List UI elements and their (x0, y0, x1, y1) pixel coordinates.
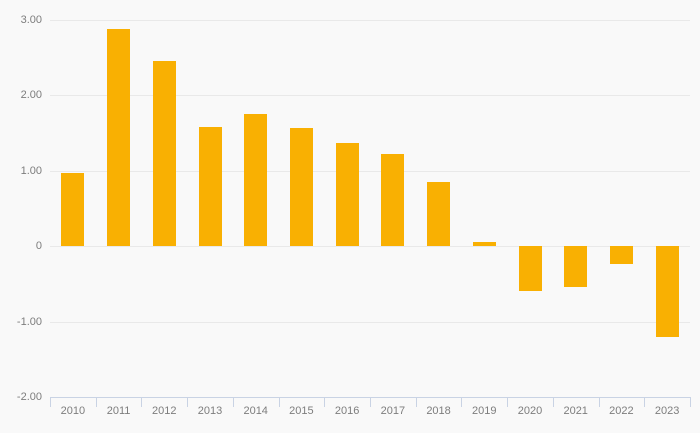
y-tick-label: 0 (35, 240, 42, 253)
x-tick-label-2018: 2018 (426, 405, 451, 417)
bar-2013[interactable] (198, 127, 222, 247)
x-tick-label-2010: 2010 (60, 405, 86, 417)
x-tick-label-2014: 2014 (243, 405, 268, 417)
x-axis-tick (415, 397, 417, 407)
x-axis-tick (690, 397, 691, 407)
x-axis-tick (370, 397, 371, 407)
bar-2015[interactable] (289, 127, 313, 247)
x-tick-label-2015: 2015 (289, 405, 314, 417)
x-tick-label-2021: 2021 (563, 405, 588, 417)
bar-2017[interactable] (381, 154, 405, 247)
x-tick-label-2011: 2011 (106, 405, 131, 417)
gridline (50, 95, 690, 97)
gridline (50, 20, 690, 21)
gridline (50, 321, 690, 323)
x-axis-tick (324, 397, 326, 407)
x-tick-label-2022: 2022 (609, 405, 634, 417)
x-axis-tick (644, 397, 646, 407)
x-tick-label-2016: 2016 (334, 405, 360, 417)
x-axis-tick (552, 397, 554, 407)
x-axis-tick (95, 397, 97, 407)
bar-2021[interactable] (564, 246, 588, 287)
gridline (50, 170, 690, 172)
bar-2019[interactable] (472, 242, 496, 247)
x-axis-tick (598, 397, 600, 407)
bar-2010[interactable] (61, 173, 85, 247)
y-tick-label: 2.00 (20, 89, 42, 102)
bar-2012[interactable] (152, 60, 176, 247)
bar-2022[interactable] (609, 246, 633, 265)
x-axis-tick (507, 397, 509, 407)
y-tick-label: -1.00 (16, 315, 42, 328)
x-tick-label-2019: 2019 (472, 405, 497, 417)
x-tick-label-2020: 2020 (517, 405, 543, 417)
y-tick-label: 3.00 (20, 14, 42, 26)
y-tick-label: -2.00 (16, 391, 42, 403)
x-tick-label-2012: 2012 (152, 405, 177, 417)
x-tick-label-2017: 2017 (380, 405, 406, 417)
bar-2018[interactable] (427, 182, 451, 247)
y-tick-label: 1.00 (20, 164, 42, 177)
gridline (50, 246, 690, 248)
bar-2016[interactable] (335, 142, 359, 247)
x-axis-tick (141, 397, 143, 407)
x-tick-label-2023: 2023 (654, 405, 680, 417)
bar-2020[interactable] (518, 246, 542, 291)
x-axis-tick (278, 397, 280, 407)
x-axis-tick (232, 397, 234, 407)
x-tick-label-2013: 2013 (197, 405, 223, 417)
bar-2023[interactable] (655, 246, 679, 338)
bar-2011[interactable] (107, 29, 131, 247)
bar-2014[interactable] (244, 114, 268, 247)
x-axis-tick (50, 397, 51, 407)
x-axis-tick (461, 397, 463, 407)
x-axis-tick (187, 397, 189, 407)
